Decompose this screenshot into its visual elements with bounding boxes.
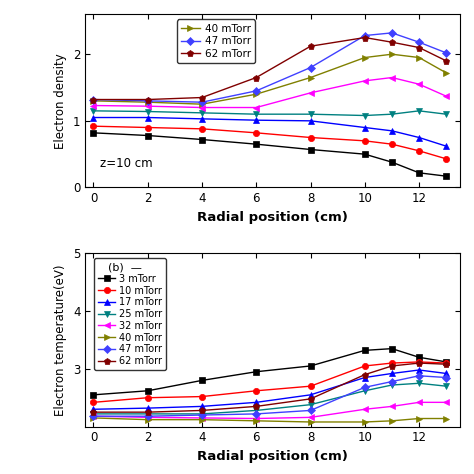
Y-axis label: Electron temperature(eV): Electron temperature(eV)	[55, 264, 67, 416]
Y-axis label: Electron density: Electron density	[55, 53, 67, 149]
Text: z=10 cm: z=10 cm	[100, 157, 153, 170]
X-axis label: Radial position (cm): Radial position (cm)	[197, 450, 348, 463]
Legend: 40 mTorr, 47 mTorr, 62 mTorr: 40 mTorr, 47 mTorr, 62 mTorr	[177, 19, 255, 63]
Legend: 3 mTorr, 10 mTorr, 17 mTorr, 25 mTorr, 32 mTorr, 40 mTorr, 47 mTorr, 62 mTorr: 3 mTorr, 10 mTorr, 17 mTorr, 25 mTorr, 3…	[94, 258, 166, 370]
X-axis label: Radial position (cm): Radial position (cm)	[197, 211, 348, 224]
